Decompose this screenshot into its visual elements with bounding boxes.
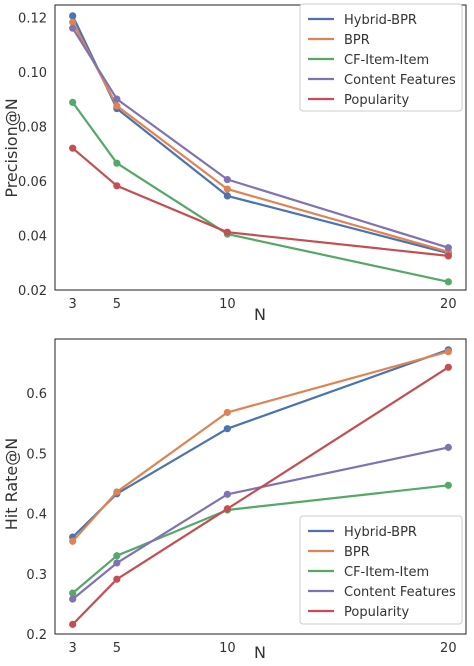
hit-rate-point-hybrid-bpr: [223, 425, 231, 433]
hit-rate-point-bpr: [223, 408, 231, 417]
hit-rate-x-tick-label: 20: [440, 641, 457, 656]
precision-y-tick-label: 0.12: [18, 11, 47, 26]
hit-rate-point-content-features: [444, 443, 452, 451]
precision-x-ticks: 3 5 10 20: [69, 297, 457, 312]
hit-rate-y-ticks: 0.2 0.3 0.4 0.5 0.6: [26, 387, 47, 643]
precision-legend-label-cf-item-item: CF-Item-Item: [344, 53, 429, 68]
hit-rate-legend: Hybrid-BPR BPR CF-Item-Item Content Feature…: [299, 515, 463, 625]
precision-x-tick-label: 3: [69, 297, 77, 312]
precision-point-cf-item-item: [69, 98, 77, 106]
hit-rate-point-content-features: [69, 595, 77, 603]
hit-rate-x-axis-label: N: [254, 643, 266, 662]
hit-rate-legend-box: [299, 515, 463, 625]
precision-legend-label-popularity: Popularity: [344, 93, 409, 108]
precision-legend-label-bpr: BPR: [344, 33, 370, 48]
precision-chart: 0.02 0.04 0.06 0.08 0.10 0.12 3 5 10 20 Hybrid-B…: [2, 3, 467, 324]
hit-rate-legend-label-cf-item-item: CF-Item-Item: [344, 565, 429, 580]
hit-rate-line-popularity: [71, 366, 449, 626]
precision-point-cf-item-item: [113, 159, 121, 167]
precision-x-tick-label: 20: [440, 297, 457, 312]
precision-legend-box: [299, 3, 463, 112]
precision-point-content-features: [69, 24, 77, 32]
hit-rate-line-bpr: [71, 350, 449, 543]
hit-rate-legend-label-content-features: Content Features: [344, 585, 456, 600]
hit-rate-point-bpr: [444, 348, 452, 356]
hit-rate-x-ticks: 3 5 10 20: [69, 641, 457, 656]
hit-rate-point-bpr: [69, 537, 77, 545]
precision-legend-label-content-features: Content Features: [344, 73, 456, 88]
hit-rate-point-content-features: [113, 559, 121, 567]
hit-rate-legend-label-hybrid-bpr: Hybrid-BPR: [344, 525, 417, 540]
precision-line-content-features: [71, 27, 449, 249]
hit-rate-y-axis-label: Hit Rate@N: [2, 438, 21, 531]
hit-rate-point-popularity: [69, 620, 77, 628]
precision-point-content-features: [444, 244, 452, 252]
hit-rate-point-popularity: [223, 505, 231, 513]
precision-x-tick-label: 5: [113, 297, 121, 312]
precision-point-content-features: [223, 175, 231, 184]
precision-point-hybrid-bpr: [69, 12, 77, 20]
precision-point-content-features: [113, 95, 121, 103]
precision-legend-label-hybrid-bpr: Hybrid-BPR: [344, 13, 417, 28]
precision-y-tick-label: 0.06: [18, 175, 47, 190]
precision-point-bpr: [113, 102, 121, 110]
hit-rate-point-content-features: [223, 490, 231, 498]
hit-rate-point-bpr: [113, 488, 121, 496]
hit-rate-x-tick-label: 5: [113, 641, 121, 656]
hit-rate-line-content-features: [72, 446, 449, 600]
hit-rate-x-tick-label: 10: [219, 641, 236, 656]
precision-x-axis-label: N: [254, 305, 266, 324]
hit-rate-y-tick-label: 0.6: [26, 387, 47, 402]
hit-rate-y-tick-label: 0.5: [26, 447, 47, 462]
hit-rate-y-tick-label: 0.3: [26, 568, 47, 583]
precision-y-tick-label: 0.04: [18, 229, 47, 244]
hit-rate-plot-area: [54, 338, 467, 635]
precision-y-tick-label: 0.02: [18, 284, 47, 299]
hit-rate-y-tick-label: 0.4: [26, 508, 47, 523]
precision-y-tick-label: 0.10: [18, 66, 47, 81]
hit-rate-legend-label-bpr: BPR: [344, 545, 370, 560]
precision-line-cf-item-item: [71, 101, 449, 283]
hit-rate-point-popularity: [444, 363, 452, 371]
precision-point-hybrid-bpr: [223, 192, 231, 200]
hit-rate-point-popularity: [113, 575, 121, 583]
precision-point-popularity: [113, 182, 121, 190]
precision-line-popularity: [71, 147, 449, 257]
hit-rate-chart: 0.2 0.3 0.4 0.5 0.6 3 5 10 20 Hybrid-BPR BPR CF-I…: [2, 338, 467, 662]
hit-rate-legend-label-popularity: Popularity: [344, 605, 409, 620]
precision-y-tick-label: 0.08: [18, 120, 47, 135]
precision-point-bpr: [223, 185, 231, 193]
precision-point-popularity: [444, 252, 452, 260]
precision-point-popularity: [69, 144, 77, 152]
hit-rate-x-tick-label: 3: [69, 641, 77, 656]
precision-plot-area: [54, 4, 467, 291]
hit-rate-point-cf-item-item: [113, 552, 121, 560]
precision-point-popularity: [223, 228, 231, 236]
precision-x-tick-label: 10: [219, 297, 236, 312]
hit-rate-y-tick-label: 0.2: [26, 628, 47, 643]
precision-y-axis-label: Precision@N: [2, 98, 21, 197]
hit-rate-line-cf-item-item: [71, 484, 449, 594]
hit-rate-point-cf-item-item: [69, 589, 77, 597]
precision-point-cf-item-item: [444, 278, 452, 286]
precision-point-bpr: [69, 18, 77, 26]
hit-rate-series: [69, 346, 452, 628]
precision-series: [69, 12, 452, 286]
precision-legend: Hybrid-BPR BPR CF-Item-Item Content Feature…: [299, 3, 463, 112]
hit-rate-point-cf-item-item: [444, 481, 452, 489]
hit-rate-line-hybrid-bpr: [71, 348, 449, 538]
precision-y-ticks: 0.02 0.04 0.06 0.08 0.10 0.12: [18, 11, 47, 299]
